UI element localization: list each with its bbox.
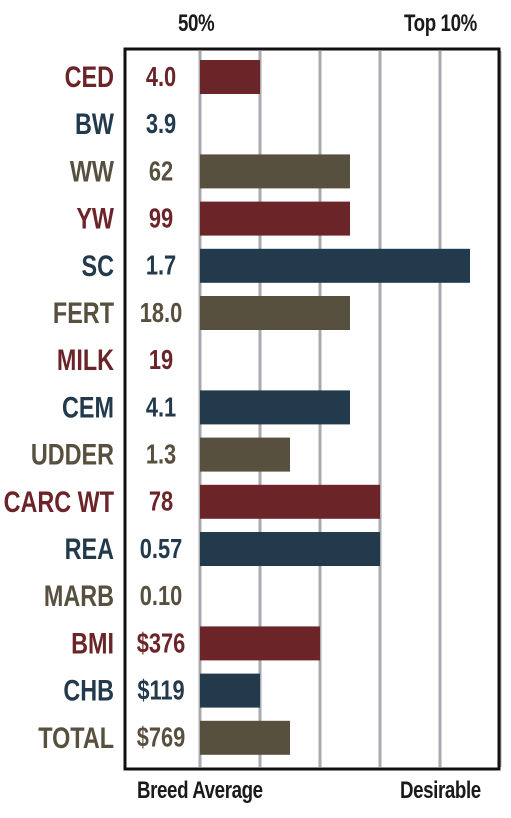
bar-cem [200, 390, 350, 425]
bar-yw [200, 201, 350, 236]
value-label: 4.1 [146, 392, 176, 423]
trait-label: CEM [62, 391, 114, 424]
trait-label: MILK [57, 343, 115, 376]
value-label: 4.0 [146, 61, 176, 92]
value-label: 99 [149, 203, 173, 234]
value-label: $119 [137, 675, 184, 706]
trait-label: CHB [63, 674, 114, 707]
trait-label: CARC WT [4, 485, 115, 518]
bar-rea [200, 532, 380, 566]
trait-label: UDDER [31, 438, 114, 471]
value-label: $376 [137, 628, 186, 659]
trait-label: REA [65, 532, 114, 565]
trait-label: CED [65, 60, 114, 93]
value-label: $769 [137, 722, 186, 753]
value-label: 78 [149, 486, 173, 517]
bar-chb [200, 673, 260, 708]
value-label: 62 [149, 156, 173, 187]
trait-label: BMI [71, 627, 114, 660]
trait-label: BW [75, 107, 115, 140]
trait-label: YW [76, 202, 114, 235]
value-label: 19 [149, 345, 173, 376]
trait-label: WW [70, 155, 115, 188]
header-50-percent: 50% [178, 10, 215, 37]
chart-border [123, 47, 501, 771]
value-label: 0.57 [140, 533, 182, 564]
bar-total [200, 720, 290, 755]
value-label: 18.0 [140, 297, 182, 328]
value-label: 1.7 [146, 250, 176, 281]
footer-breed-average: Breed Average [137, 777, 263, 804]
value-label: 1.3 [146, 439, 176, 470]
bar-ww [200, 154, 350, 189]
bar-bmi [200, 626, 320, 661]
header-top-10-percent: Top 10% [404, 10, 477, 37]
footer-desirable: Desirable [400, 777, 481, 804]
trait-label: FERT [53, 296, 115, 329]
bar-fert [200, 296, 350, 330]
trait-label: TOTAL [38, 721, 114, 754]
bar-udder [200, 437, 290, 472]
value-label: 0.10 [140, 581, 182, 612]
trait-label: MARB [44, 579, 114, 612]
bar-ced [200, 60, 260, 94]
bar-carc-wt [200, 484, 380, 519]
trait-label: SC [82, 249, 114, 282]
bar-sc [200, 248, 470, 283]
value-label: 3.9 [146, 109, 176, 140]
